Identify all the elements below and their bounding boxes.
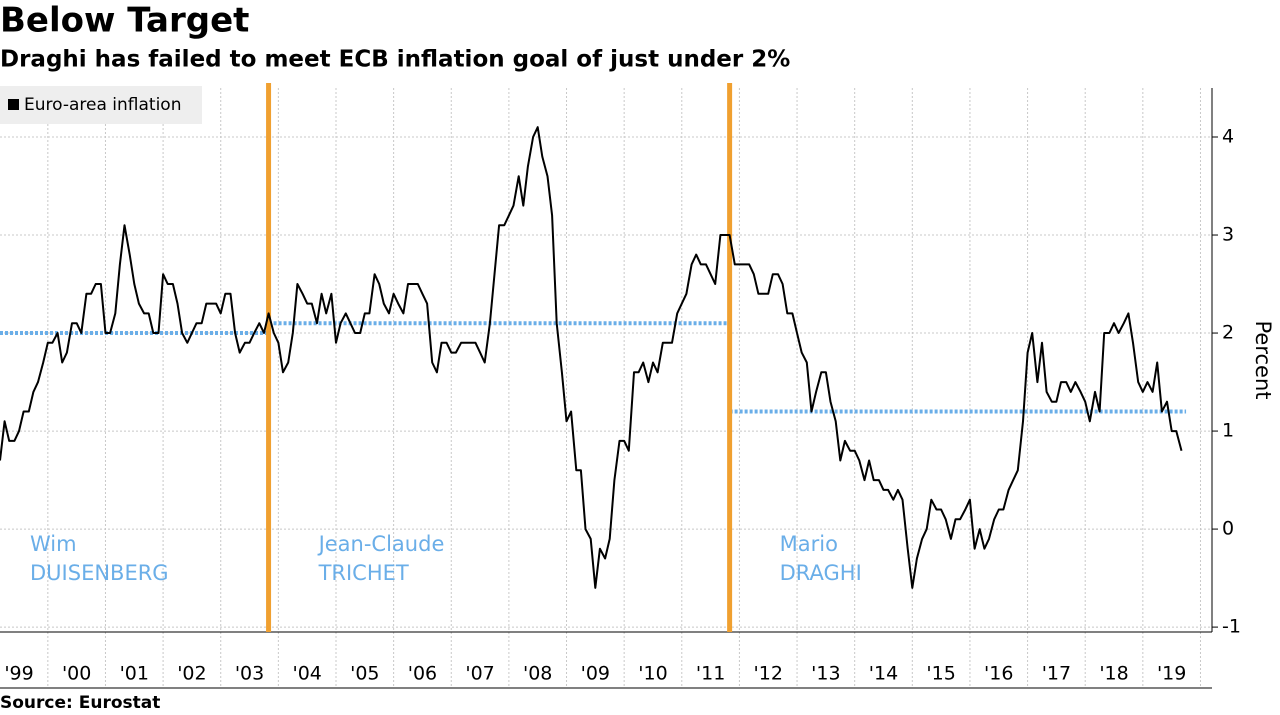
x-tick-label: '16 [984,663,1013,685]
x-tick-label: '06 [408,663,437,685]
period-label: DRAGHI [780,561,862,585]
x-tick-label: '99 [4,663,33,685]
legend-box [0,86,202,124]
chart-title: Below Target [0,1,249,41]
y-tick-label: 4 [1222,126,1234,148]
x-tick-label: '04 [292,663,321,685]
period-label: Jean-Claude [317,532,445,556]
x-tick-label: '15 [926,663,955,685]
x-tick-label: '18 [1099,663,1128,685]
x-tick-label: '12 [754,663,783,685]
x-tick-label: '09 [581,663,610,685]
y-tick-label: 0 [1222,518,1234,540]
x-tick-label: '17 [1042,663,1071,685]
source: Source: Eurostat [0,693,160,713]
legend-label: Euro-area inflation [24,95,181,115]
y-tick-label: 3 [1222,224,1234,246]
x-tick-label: '02 [177,663,206,685]
x-tick-label: '08 [523,663,552,685]
x-tick-label: '03 [235,663,264,685]
legend-swatch [8,99,19,110]
x-tick-label: '14 [869,663,898,685]
chart-subtitle: Draghi has failed to meet ECB inflation … [0,47,790,73]
x-tick-label: '11 [696,663,725,685]
y-axis-label: Percent [1251,320,1275,399]
series-line [0,126,1183,589]
x-tick-label: '05 [350,663,379,685]
y-tick-label: 1 [1222,420,1234,442]
period-label: TRICHET [318,561,409,585]
x-tick-label: '19 [1157,663,1186,685]
period-label: Mario [780,532,838,556]
legend: Euro-area inflation [0,86,202,124]
x-tick-label: '07 [465,663,494,685]
x-tick-label: '01 [120,663,149,685]
y-tick-label: 2 [1222,322,1234,344]
period-label: Wim [30,532,77,556]
period-label: DUISENBERG [30,561,169,585]
y-tick-label: -1 [1222,616,1241,638]
x-tick-label: '13 [811,663,840,685]
x-tick-label: '00 [62,663,91,685]
x-tick-label: '10 [638,663,667,685]
